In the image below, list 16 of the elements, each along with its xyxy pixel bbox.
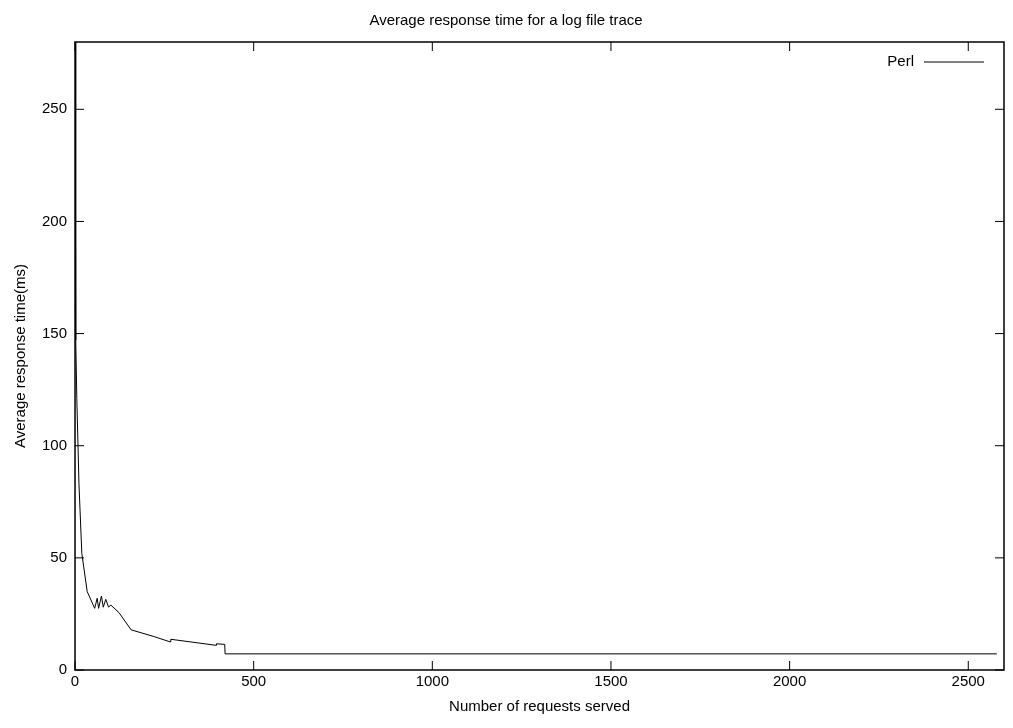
x-tick-label: 1000 [415,672,450,690]
y-tick-label: 250 [42,99,68,117]
y-tick-label: 50 [50,548,68,565]
chart-title: Average response time for a log file trace [369,11,643,29]
x-tick-label: 1500 [594,672,628,690]
y-tick-label: 0 [58,660,68,678]
y-tick-label: 150 [42,323,68,341]
y-axis-title: Average response time(ms) [11,264,29,448]
x-tick-label: 500 [241,672,267,690]
x-tick-label: 0 [70,672,80,690]
x-tick-label: 2500 [951,672,985,690]
x-axis-title: Number of requests served [449,697,630,715]
x-tick-label: 2000 [772,672,807,690]
y-tick-label: 100 [42,435,68,453]
legend-label: Perl [887,52,914,70]
y-tick-label: 200 [42,211,68,229]
